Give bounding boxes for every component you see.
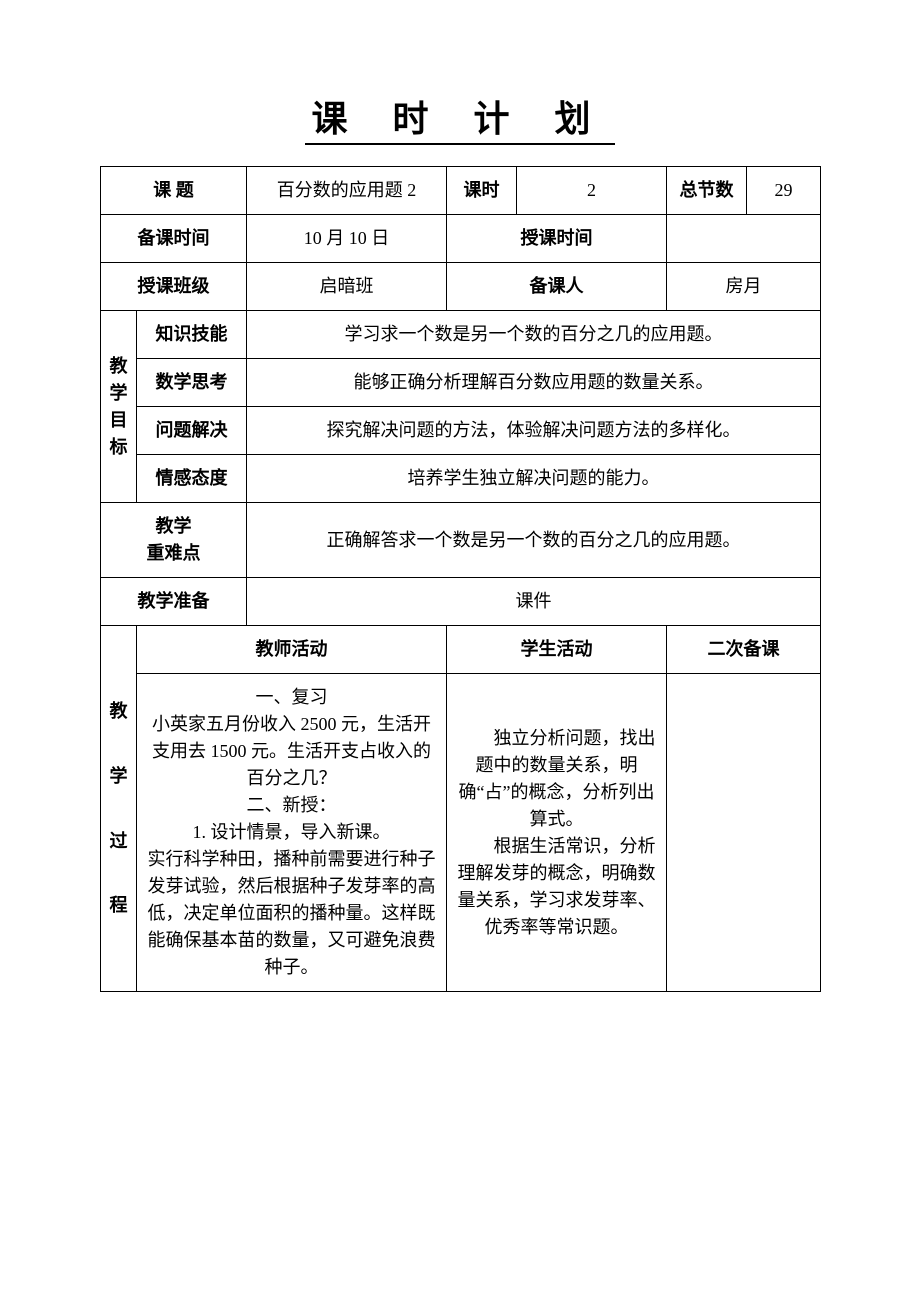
student-line: 独立分析问题，找出题中的数量关系，明确“占”的概念，分析列出算式。 [455, 725, 658, 833]
lesson-plan-table: 课 题 百分数的应用题 2 课时 2 总节数 29 备课时间 10 月 10 日… [100, 166, 821, 992]
prep-label: 教学准备 [101, 578, 247, 626]
student-activity-cell: 独立分析问题，找出题中的数量关系，明确“占”的概念，分析列出算式。 根据生活常识… [447, 674, 667, 992]
class-label: 授课班级 [101, 263, 247, 311]
student-line: 根据生活常识，分析理解发芽的概念，明确数量关系，学习求发芽率、优秀率等常识题。 [455, 833, 658, 941]
table-row: 问题解决 探究解决问题的方法，体验解决问题方法的多样化。 [101, 407, 821, 455]
keypoints-label-line2: 重难点 [147, 543, 201, 563]
period-value: 2 [517, 167, 667, 215]
total-value: 29 [747, 167, 821, 215]
prep-time-label: 备课时间 [101, 215, 247, 263]
table-row: 教 学 目 标 知识技能 学习求一个数是另一个数的百分之几的应用题。 [101, 311, 821, 359]
table-row: 情感态度 培养学生独立解决问题的能力。 [101, 455, 821, 503]
teacher-activity-cell: 一、复习 小英家五月份收入 2500 元，生活开支用去 1500 元。生活开支占… [137, 674, 447, 992]
process-char-1: 教 [110, 701, 128, 721]
objective-text: 培养学生独立解决问题的能力。 [247, 455, 821, 503]
teach-time-label: 授课时间 [447, 215, 667, 263]
topic-label: 课 题 [101, 167, 247, 215]
process-side-label: 教 学 过 程 [101, 626, 137, 992]
teacher-line: 小英家五月份收入 2500 元，生活开支用去 1500 元。生活开支占收入的百分… [145, 711, 438, 792]
objective-text: 探究解决问题的方法，体验解决问题方法的多样化。 [247, 407, 821, 455]
table-row: 授课班级 启暗班 备课人 房月 [101, 263, 821, 311]
period-label: 课时 [447, 167, 517, 215]
process-char-4: 程 [110, 895, 128, 915]
lesson-plan-page: 课 时 计 划 课 题 百分数的应用题 2 课时 2 总节数 29 备课时间 1… [0, 0, 920, 1052]
prep-time-value: 10 月 10 日 [247, 215, 447, 263]
table-row: 备课时间 10 月 10 日 授课时间 [101, 215, 821, 263]
teacher-line: 实行科学种田，播种前需要进行种子发芽试验，然后根据种子发芽率的高低，决定单位面积… [145, 846, 438, 981]
total-label: 总节数 [667, 167, 747, 215]
teacher-line: 二、新授： [145, 792, 438, 819]
topic-value: 百分数的应用题 2 [247, 167, 447, 215]
objectives-char-1: 教 [110, 356, 128, 376]
class-value: 启暗班 [247, 263, 447, 311]
objectives-char-4: 标 [110, 437, 128, 457]
table-row: 数学思考 能够正确分析理解百分数应用题的数量关系。 [101, 359, 821, 407]
student-activity-header: 学生活动 [447, 626, 667, 674]
revise-cell [667, 674, 821, 992]
objectives-side-label: 教 学 目 标 [101, 311, 137, 503]
table-row: 教 学 过 程 教师活动 学生活动 二次备课 [101, 626, 821, 674]
table-row: 教学 重难点 正确解答求一个数是另一个数的百分之几的应用题。 [101, 503, 821, 578]
teacher-line: 1. 设计情景，导入新课。 [145, 819, 438, 846]
teach-time-value [667, 215, 821, 263]
table-row: 课 题 百分数的应用题 2 课时 2 总节数 29 [101, 167, 821, 215]
page-title: 课 时 计 划 [100, 90, 820, 142]
keypoints-label-line1: 教学 [156, 516, 192, 536]
objective-label: 数学思考 [137, 359, 247, 407]
table-row: 一、复习 小英家五月份收入 2500 元，生活开支用去 1500 元。生活开支占… [101, 674, 821, 992]
keypoints-text: 正确解答求一个数是另一个数的百分之几的应用题。 [247, 503, 821, 578]
page-title-text: 课 时 计 划 [305, 99, 614, 145]
process-char-3: 过 [110, 831, 128, 851]
table-row: 教学准备 课件 [101, 578, 821, 626]
process-char-2: 学 [110, 766, 128, 786]
preparer-label: 备课人 [447, 263, 667, 311]
objective-text: 学习求一个数是另一个数的百分之几的应用题。 [247, 311, 821, 359]
objective-label: 问题解决 [137, 407, 247, 455]
revise-header: 二次备课 [667, 626, 821, 674]
objectives-char-3: 目 [110, 410, 128, 430]
teacher-activity-header: 教师活动 [137, 626, 447, 674]
prep-text: 课件 [247, 578, 821, 626]
keypoints-label: 教学 重难点 [101, 503, 247, 578]
objective-label: 情感态度 [137, 455, 247, 503]
preparer-value: 房月 [667, 263, 821, 311]
objective-label: 知识技能 [137, 311, 247, 359]
teacher-line: 一、复习 [145, 684, 438, 711]
objective-text: 能够正确分析理解百分数应用题的数量关系。 [247, 359, 821, 407]
objectives-char-2: 学 [110, 383, 128, 403]
